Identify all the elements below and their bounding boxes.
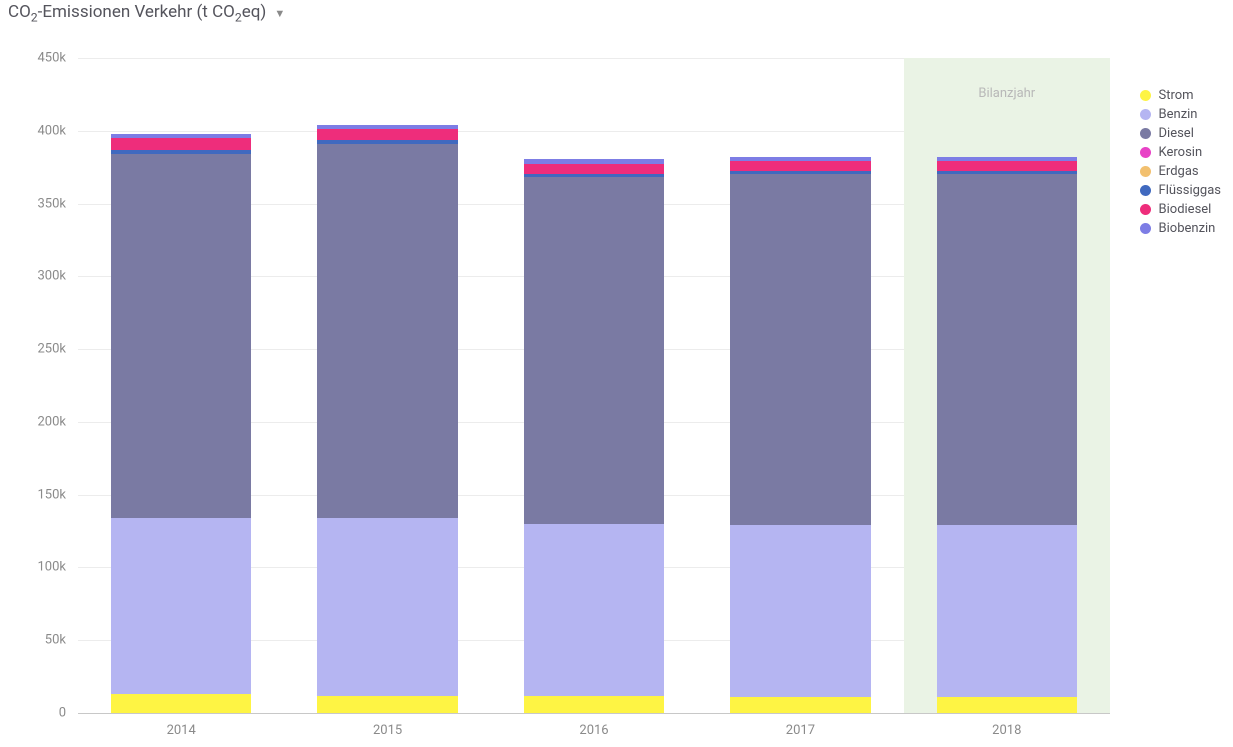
y-axis-tick-label: 450k	[37, 51, 66, 66]
y-axis-tick-label: 150k	[37, 487, 66, 502]
legend-item-fluessiggas[interactable]: Flüssiggas	[1140, 181, 1221, 200]
bar-segment-biodiesel[interactable]	[317, 129, 457, 139]
bar-segment-strom[interactable]	[937, 697, 1077, 713]
legend-item-benzin[interactable]: Benzin	[1140, 105, 1221, 124]
bar-segment-benzin[interactable]	[937, 525, 1077, 697]
bar-segment-fluessiggas[interactable]	[524, 174, 664, 178]
legend-label: Flüssiggas	[1159, 183, 1221, 198]
bar-segment-benzin[interactable]	[730, 525, 870, 697]
bar-segment-fluessiggas[interactable]	[937, 171, 1077, 175]
legend-swatch-icon	[1140, 223, 1151, 234]
bar-segment-benzin[interactable]	[524, 524, 664, 696]
bar-segment-fluessiggas[interactable]	[730, 171, 870, 175]
bar-segment-diesel[interactable]	[111, 154, 251, 518]
legend-item-kerosin[interactable]: Kerosin	[1140, 143, 1221, 162]
legend-label: Biobenzin	[1159, 221, 1216, 236]
x-axis-tick-label: 2014	[167, 723, 196, 738]
bar-segment-strom[interactable]	[524, 696, 664, 713]
bar-segment-biodiesel[interactable]	[730, 161, 870, 170]
chart-title-dropdown[interactable]: CO2-Emissionen Verkehr (t CO2eq) ▼	[8, 2, 285, 24]
chart-legend: Strom Benzin Diesel Kerosin Erdgas Flüssiggas…	[1140, 86, 1221, 238]
y-axis-tick-label: 400k	[37, 123, 66, 138]
legend-item-biodiesel[interactable]: Biodiesel	[1140, 200, 1221, 219]
chart-title-text: CO2-Emissionen Verkehr (t CO2eq)	[8, 2, 266, 24]
bar-segment-diesel[interactable]	[317, 144, 457, 518]
y-axis-tick-label: 50k	[45, 633, 66, 648]
legend-swatch-icon	[1140, 90, 1151, 101]
bar-segment-strom[interactable]	[730, 697, 870, 713]
legend-swatch-icon	[1140, 185, 1151, 196]
bar-segment-strom[interactable]	[317, 696, 457, 713]
y-axis-tick-label: 350k	[37, 196, 66, 211]
legend-swatch-icon	[1140, 204, 1151, 215]
bilanz-year-label: Bilanzjahr	[904, 86, 1110, 101]
chart-baseline	[78, 713, 1110, 714]
bar-segment-biobenzin[interactable]	[937, 157, 1077, 161]
x-axis-tick-label: 2015	[373, 723, 402, 738]
bar-segment-strom[interactable]	[111, 694, 251, 713]
legend-item-strom[interactable]: Strom	[1140, 86, 1221, 105]
legend-label: Benzin	[1159, 107, 1198, 122]
bar-segment-biodiesel[interactable]	[524, 164, 664, 174]
legend-item-biobenzin[interactable]: Biobenzin	[1140, 219, 1221, 238]
legend-item-erdgas[interactable]: Erdgas	[1140, 162, 1221, 181]
bar-segment-biobenzin[interactable]	[524, 159, 664, 163]
legend-item-diesel[interactable]: Diesel	[1140, 124, 1221, 143]
legend-swatch-icon	[1140, 128, 1151, 139]
legend-label: Kerosin	[1159, 145, 1203, 160]
bar-segment-fluessiggas[interactable]	[317, 140, 457, 144]
bar-segment-biobenzin[interactable]	[317, 125, 457, 129]
legend-swatch-icon	[1140, 109, 1151, 120]
y-axis-tick-label: 300k	[37, 269, 66, 284]
legend-swatch-icon	[1140, 147, 1151, 158]
y-axis-tick-label: 100k	[37, 560, 66, 575]
y-axis-tick-label: 250k	[37, 342, 66, 357]
chart-plot-area: 050k100k150k200k250k300k350k400k450kBila…	[78, 58, 1110, 713]
chevron-down-icon: ▼	[274, 7, 285, 20]
y-axis-tick-label: 0	[59, 706, 66, 721]
legend-label: Diesel	[1159, 126, 1194, 141]
bar-segment-benzin[interactable]	[111, 518, 251, 694]
bar-segment-diesel[interactable]	[730, 174, 870, 525]
legend-swatch-icon	[1140, 166, 1151, 177]
bar-segment-diesel[interactable]	[524, 177, 664, 523]
bar-segment-biobenzin[interactable]	[730, 157, 870, 161]
bar-segment-biodiesel[interactable]	[937, 161, 1077, 170]
bar-segment-fluessiggas[interactable]	[111, 150, 251, 154]
bar-segment-biobenzin[interactable]	[111, 134, 251, 138]
y-axis-tick-label: 200k	[37, 414, 66, 429]
legend-label: Biodiesel	[1159, 202, 1212, 217]
legend-label: Erdgas	[1159, 164, 1199, 179]
bar-segment-biodiesel[interactable]	[111, 138, 251, 150]
x-axis-tick-label: 2017	[786, 723, 815, 738]
x-axis-tick-label: 2016	[579, 723, 608, 738]
legend-label: Strom	[1159, 88, 1194, 103]
x-axis-tick-label: 2018	[992, 723, 1021, 738]
bar-segment-benzin[interactable]	[317, 518, 457, 696]
bar-segment-diesel[interactable]	[937, 174, 1077, 525]
chart-container: CO2-Emissionen Verkehr (t CO2eq) ▼ 050k1…	[0, 0, 1233, 747]
